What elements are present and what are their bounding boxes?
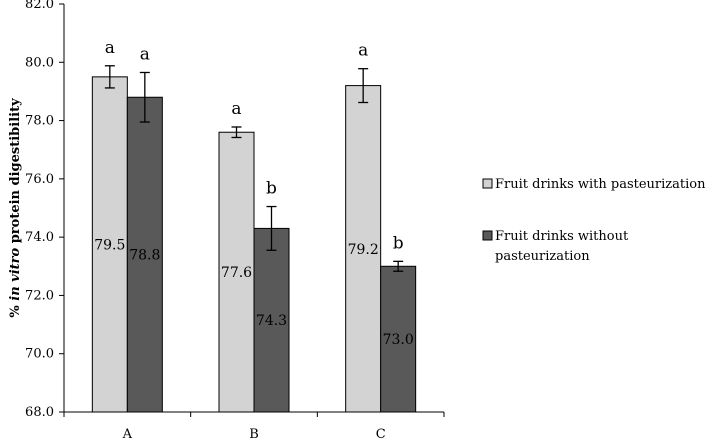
data-label: 73.0 <box>383 332 414 348</box>
data-label: 79.5 <box>94 237 125 253</box>
legend-label: Fruit drinks without pasteurization <box>495 229 629 264</box>
significance-letter: a <box>140 44 150 64</box>
data-label: 77.6 <box>221 265 252 281</box>
y-axis-label-italic: in vitro <box>8 247 23 300</box>
y-axis-label-part: protein digestibility <box>8 98 23 248</box>
y-tick-label: 68.0 <box>25 405 54 420</box>
y-axis-label-part: % <box>8 301 23 318</box>
significance-letter: a <box>231 99 241 119</box>
y-tick-label: 76.0 <box>25 172 54 187</box>
significance-letter: b <box>393 233 404 253</box>
significance-letter: b <box>266 179 277 199</box>
y-tick-label: 80.0 <box>25 55 54 70</box>
bar <box>380 265 417 413</box>
plot-area: 68.0 70.0 72.0 74.0 76.0 78.0 80.0 82.0 Aa 79.5 a 7… <box>25 0 445 439</box>
data-label: 78.8 <box>129 248 160 264</box>
y-tick-label: 82.0 <box>25 0 54 12</box>
data-label: 79.2 <box>348 242 379 258</box>
significance-letter: a <box>358 41 368 61</box>
x-tick-label: A <box>122 427 133 439</box>
legend-swatch <box>482 178 493 189</box>
y-tick-label: 72.0 <box>25 288 54 303</box>
x-tick-label: C <box>376 427 386 439</box>
x-tick-label: B <box>249 427 259 439</box>
y-tick-label: 70.0 <box>25 347 54 362</box>
data-label: 74.3 <box>256 313 287 329</box>
y-axis-label: % in vitro protein digestibility <box>8 98 23 318</box>
bar <box>253 227 290 413</box>
legend: Fruit drinks with pasteurization Fruit dr… <box>482 177 706 264</box>
y-tick-label: 74.0 <box>25 230 54 245</box>
bar <box>126 96 163 413</box>
significance-letter: a <box>105 38 115 58</box>
y-tick-label: 78.0 <box>25 114 54 129</box>
bar <box>345 85 382 413</box>
legend-label: Fruit drinks with pasteurization <box>495 177 706 192</box>
bar <box>218 131 255 413</box>
legend-swatch <box>482 230 493 241</box>
